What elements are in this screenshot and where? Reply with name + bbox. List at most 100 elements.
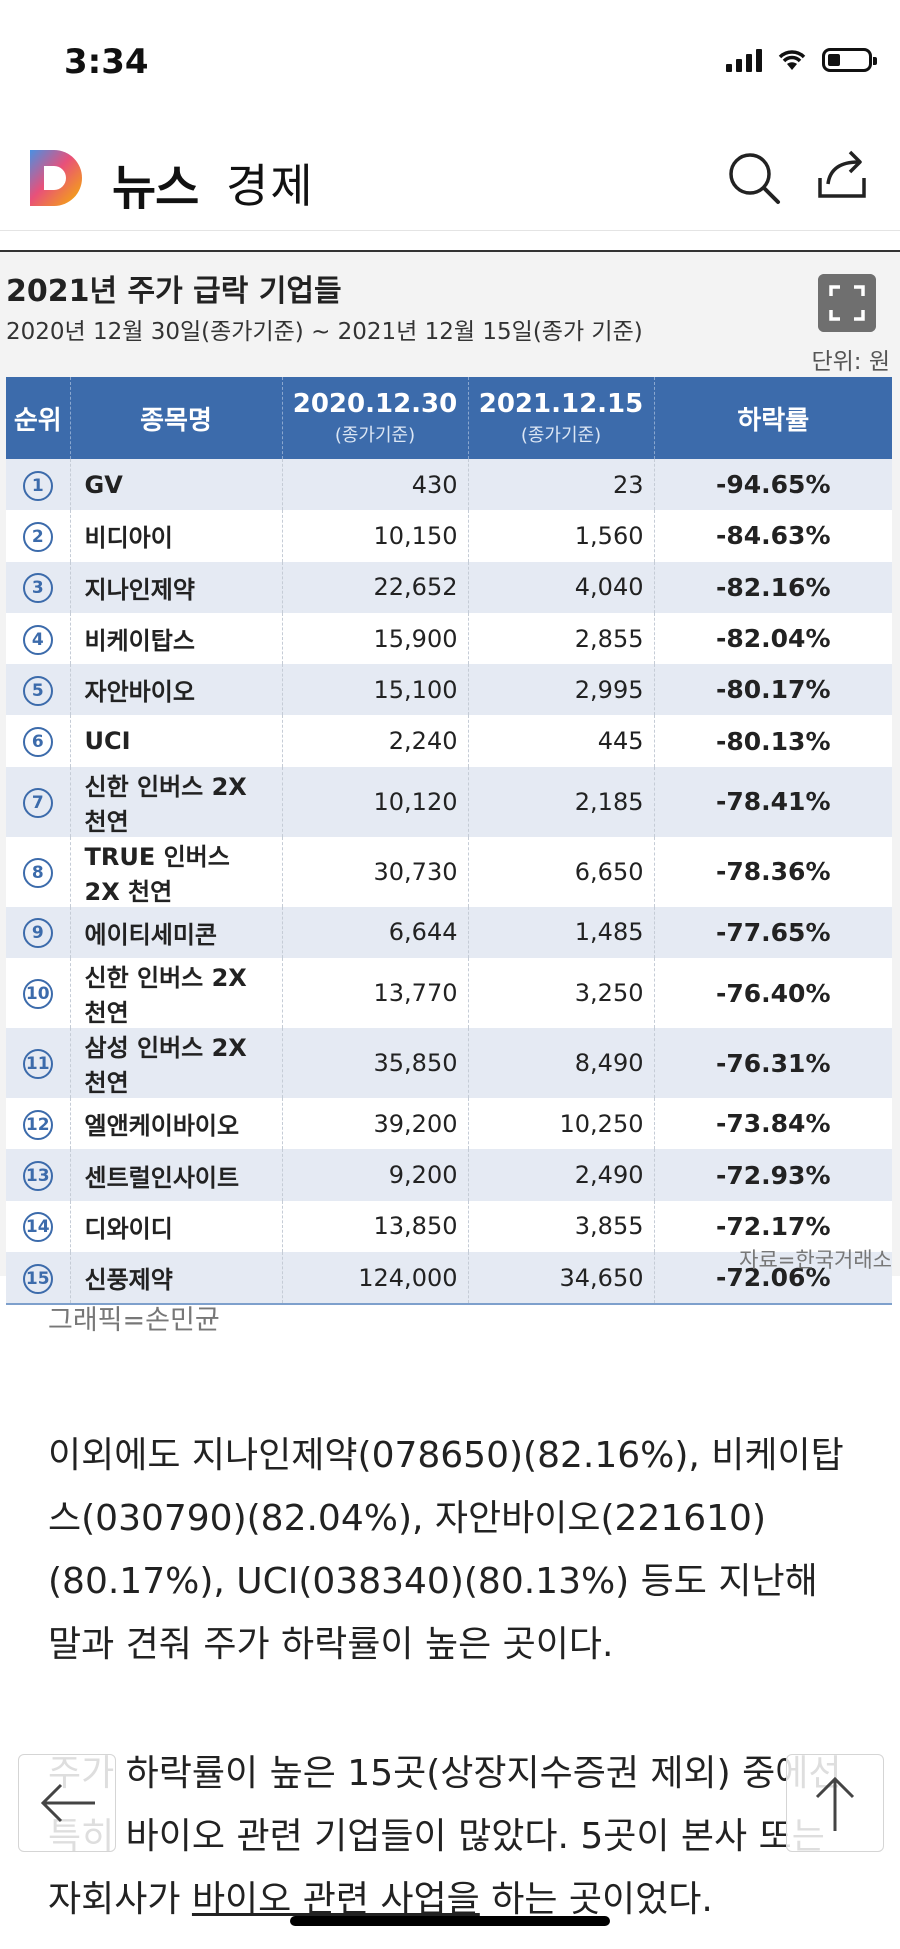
battery-icon <box>822 48 877 72</box>
price-2021-cell: 2,490 <box>467 1149 654 1201</box>
price-2020-cell: 9,200 <box>281 1149 468 1201</box>
table-row: 9 에이티세미콘 6,644 1,485 -77.65% <box>6 906 892 959</box>
status-time: 3:34 <box>64 42 149 82</box>
table-row: 4 비케이탑스 15,900 2,855 -82.04% <box>6 612 892 665</box>
price-2021-cell: 2,185 <box>467 766 654 837</box>
wifi-icon <box>778 50 806 70</box>
decline-rate-cell: -76.40% <box>653 958 892 1029</box>
rank-badge: 15 <box>22 1263 53 1294</box>
decline-rate-cell: -80.17% <box>653 664 892 716</box>
table-row: 13 센트럴인사이트 9,200 2,490 -72.93% <box>6 1149 892 1201</box>
table-row: 14 디와이디 13,850 3,855 -72.17% <box>6 1200 892 1252</box>
rank-badge: 5 <box>22 675 53 706</box>
stock-name-cell: 엘앤케이바이오 <box>69 1098 282 1150</box>
infographic-title: 2021년 주가 급락 기업들 <box>6 274 342 309</box>
fullscreen-icon[interactable] <box>818 274 876 332</box>
price-2021-cell: 1,485 <box>467 906 654 959</box>
stock-name-cell: 센트럴인사이트 <box>69 1149 282 1201</box>
table-row: 11 삼성 인버스 2X 천연 35,850 8,490 -76.31% <box>6 1028 892 1099</box>
table-row: 5 자안바이오 15,100 2,995 -80.17% <box>6 664 892 716</box>
table-row: 6 UCI 2,240 445 -80.13% <box>6 715 892 767</box>
price-2021-cell: 1,560 <box>467 510 654 562</box>
price-2021-cell: 3,855 <box>467 1200 654 1252</box>
price-2020-cell: 13,850 <box>281 1200 468 1252</box>
price-2020-cell: 2,240 <box>281 715 468 767</box>
price-2021-cell: 34,650 <box>467 1251 654 1306</box>
rank-badge: 12 <box>22 1109 53 1140</box>
rank-cell: 9 <box>6 906 70 959</box>
table-row: 10 신한 인버스 2X 천연 13,770 3,250 -76.40% <box>6 958 892 1029</box>
back-arrow-icon[interactable] <box>18 1754 116 1852</box>
rank-cell: 11 <box>6 1028 70 1099</box>
infographic-unit: 단위: 원 <box>811 349 890 375</box>
stock-name-cell: 신한 인버스 2X 천연 <box>69 958 282 1029</box>
column-header-price-2021: 2021.12.15 (종가기준) <box>467 377 654 459</box>
decline-rate-cell: -78.36% <box>653 836 892 907</box>
price-2020-cell: 22,652 <box>281 561 468 613</box>
rank-badge: 1 <box>22 470 53 501</box>
price-2020-cell: 15,100 <box>281 664 468 716</box>
rank-cell: 6 <box>6 715 70 767</box>
price-2020-cell: 430 <box>281 459 468 511</box>
price-2021-cell: 8,490 <box>467 1028 654 1099</box>
header-section[interactable]: 경제 <box>226 159 315 213</box>
price-2021-cell: 10,250 <box>467 1098 654 1150</box>
app-header: 뉴스 경제 <box>0 130 900 231</box>
rank-cell: 10 <box>6 958 70 1029</box>
table-row: 3 지나인제약 22,652 4,040 -82.16% <box>6 561 892 613</box>
search-icon[interactable] <box>724 148 784 208</box>
daum-d-logo[interactable] <box>28 148 84 208</box>
price-2020-cell: 6,644 <box>281 906 468 959</box>
decline-rate-cell: -73.84% <box>653 1098 892 1150</box>
price-2020-cell: 30,730 <box>281 836 468 907</box>
rank-badge: 8 <box>22 857 53 888</box>
stock-name-cell: TRUE 인버스 2X 천연 <box>69 836 282 907</box>
price-2020-cell: 35,850 <box>281 1028 468 1099</box>
stock-name-cell: 디와이디 <box>69 1200 282 1252</box>
decline-rate-cell: -72.93% <box>653 1149 892 1201</box>
share-icon[interactable] <box>814 146 870 206</box>
scroll-top-icon[interactable] <box>786 1754 884 1852</box>
header-title: 뉴스 <box>112 160 199 216</box>
table-row: 2 비디아이 10,150 1,560 -84.63% <box>6 510 892 562</box>
stock-name-cell: 에이티세미콘 <box>69 906 282 959</box>
status-icons <box>726 48 877 72</box>
rank-badge: 4 <box>22 624 53 655</box>
price-2020-cell: 13,770 <box>281 958 468 1029</box>
table-row: 12 엘앤케이바이오 39,200 10,250 -73.84% <box>6 1098 892 1150</box>
column-header-rank: 순위 <box>6 377 70 459</box>
stock-name-cell: 지나인제약 <box>69 561 282 613</box>
price-2021-cell: 6,650 <box>467 836 654 907</box>
stock-name-cell: 자안바이오 <box>69 664 282 716</box>
rank-badge: 13 <box>22 1161 53 1192</box>
price-2020-cell: 124,000 <box>281 1251 468 1306</box>
status-bar: 3:34 <box>0 0 900 120</box>
rank-cell: 14 <box>6 1200 70 1252</box>
home-indicator[interactable] <box>290 1916 610 1926</box>
table-row: 1 GV 430 23 -94.65% <box>6 459 892 511</box>
decline-rate-cell: -72.06% <box>653 1251 892 1306</box>
decline-rate-cell: -76.31% <box>653 1028 892 1099</box>
infographic-source: 자료=한국거래소 <box>739 1248 892 1272</box>
price-2021-cell: 2,855 <box>467 612 654 665</box>
decline-rate-cell: -80.13% <box>653 715 892 767</box>
rank-cell: 7 <box>6 766 70 837</box>
signal-icon <box>726 48 762 72</box>
table-row: 15 신풍제약 124,000 34,650 -72.06% <box>6 1251 892 1306</box>
table-row: 7 신한 인버스 2X 천연 10,120 2,185 -78.41% <box>6 766 892 837</box>
column-header-price-2020: 2020.12.30 (종가기준) <box>281 377 468 459</box>
article-paragraph: 이외에도 지나인제약(078650)(82.16%), 비케이탑스(030790… <box>48 1435 844 1665</box>
decline-rate-cell: -72.17% <box>653 1200 892 1252</box>
rank-cell: 12 <box>6 1098 70 1150</box>
rank-cell: 8 <box>6 836 70 907</box>
rank-cell: 15 <box>6 1251 70 1306</box>
price-2021-cell: 2,995 <box>467 664 654 716</box>
decline-rate-cell: -82.16% <box>653 561 892 613</box>
column-header-name: 종목명 <box>69 377 282 459</box>
infographic-subtitle: 2020년 12월 30일(종가기준) ~ 2021년 12월 15일(종가 기… <box>6 319 643 345</box>
rank-cell: 1 <box>6 459 70 511</box>
rank-badge: 14 <box>22 1212 53 1243</box>
article-text: 하는 곳이었다. <box>479 1879 713 1920</box>
rank-cell: 2 <box>6 510 70 562</box>
price-2020-cell: 15,900 <box>281 612 468 665</box>
